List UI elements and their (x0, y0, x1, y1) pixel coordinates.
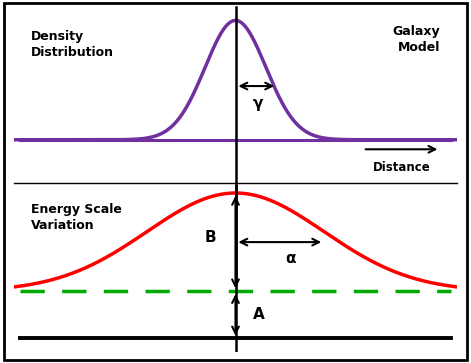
Text: α: α (285, 251, 296, 266)
Text: A: A (253, 307, 265, 322)
Text: Distance: Distance (373, 161, 430, 174)
Text: γ: γ (253, 95, 263, 111)
Text: Galaxy
Model: Galaxy Model (393, 25, 440, 54)
Text: Energy Scale
Variation: Energy Scale Variation (31, 203, 122, 232)
Text: Density
Distribution: Density Distribution (31, 30, 114, 59)
Text: B: B (205, 230, 216, 245)
